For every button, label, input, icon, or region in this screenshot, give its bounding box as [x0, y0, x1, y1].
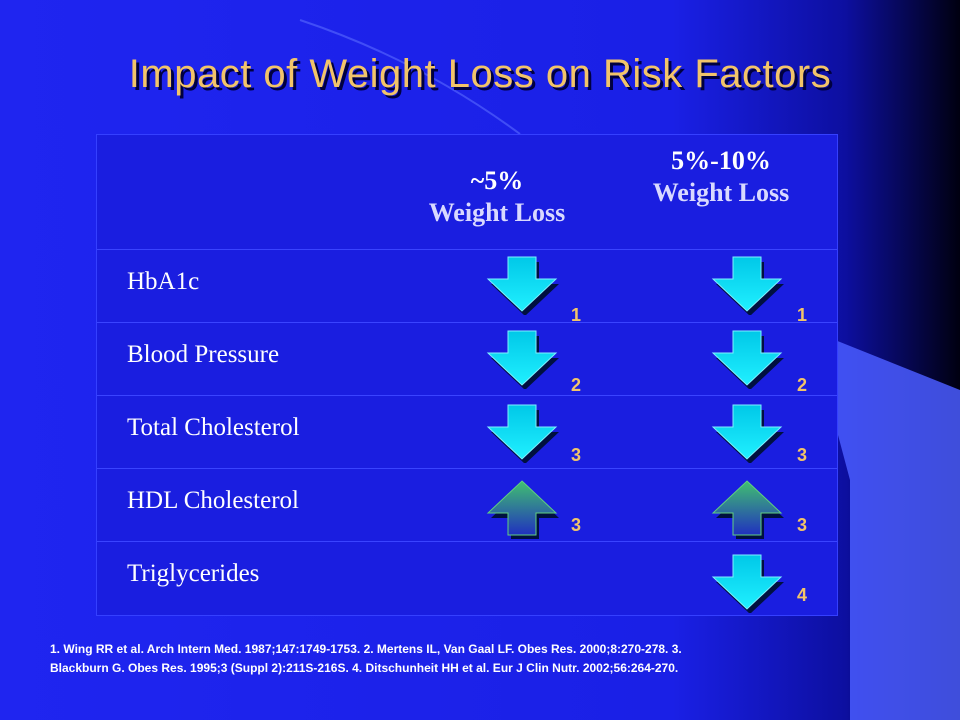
down-arrow-icon — [487, 404, 560, 463]
footnote-line-2: Blackburn G. Obes Res. 1995;3 (Suppl 2):… — [50, 661, 679, 675]
column-header-2-line2: Weight Loss — [652, 178, 790, 207]
reference-number: 3 — [571, 515, 582, 535]
reference-number: 2 — [571, 375, 582, 395]
down-arrow-icon — [712, 554, 785, 613]
risk-factor-table: ~5% Weight Loss 5%-10% Weight Loss HbA1c… — [96, 134, 838, 616]
reference-number: 3 — [797, 445, 808, 465]
row-label-hdl-cholesterol: HDL Cholesterol — [127, 487, 299, 514]
column-header-2: 5%-10% Weight Loss — [621, 145, 821, 209]
down-arrow-icon — [712, 404, 785, 463]
footnote-line-1: 1. Wing RR et al. Arch Intern Med. 1987;… — [50, 642, 682, 656]
down-arrow-icon — [712, 330, 785, 389]
reference-number: 1 — [571, 305, 582, 325]
up-arrow-icon — [712, 480, 785, 539]
down-arrow-icon — [487, 256, 560, 315]
column-header-1-line1: ~5% — [470, 166, 524, 195]
decorative-panel-shape — [810, 330, 960, 720]
table-row: HbA1c — [97, 249, 837, 323]
table-row: Blood Pressure — [97, 322, 837, 396]
table-row: Total Cholesterol — [97, 395, 837, 469]
column-header-1-line2: Weight Loss — [428, 198, 566, 227]
row-label-blood-pressure: Blood Pressure — [127, 341, 280, 368]
table-row: HDL Cholesterol — [97, 468, 837, 542]
references-footnote: 1. Wing RR et al. Arch Intern Med. 1987;… — [50, 640, 930, 678]
column-header-1: ~5% Weight Loss — [397, 165, 597, 229]
reference-number: 2 — [797, 375, 808, 395]
reference-number: 3 — [571, 445, 582, 465]
column-header-2-line1: 5%-10% — [671, 146, 771, 175]
row-label-hba1c: HbA1c — [127, 268, 200, 295]
slide-title: Impact of Weight Loss on Risk Factors — [128, 52, 832, 96]
reference-number: 3 — [797, 515, 808, 535]
reference-number: 1 — [797, 305, 808, 325]
down-arrow-icon — [712, 256, 785, 315]
row-label-triglycerides: Triglycerides — [127, 560, 260, 587]
table-row: Triglycerides — [97, 541, 837, 615]
up-arrow-icon — [487, 480, 560, 539]
reference-number: 4 — [797, 585, 808, 605]
row-label-total-cholesterol: Total Cholesterol — [127, 414, 300, 441]
down-arrow-icon — [487, 330, 560, 389]
